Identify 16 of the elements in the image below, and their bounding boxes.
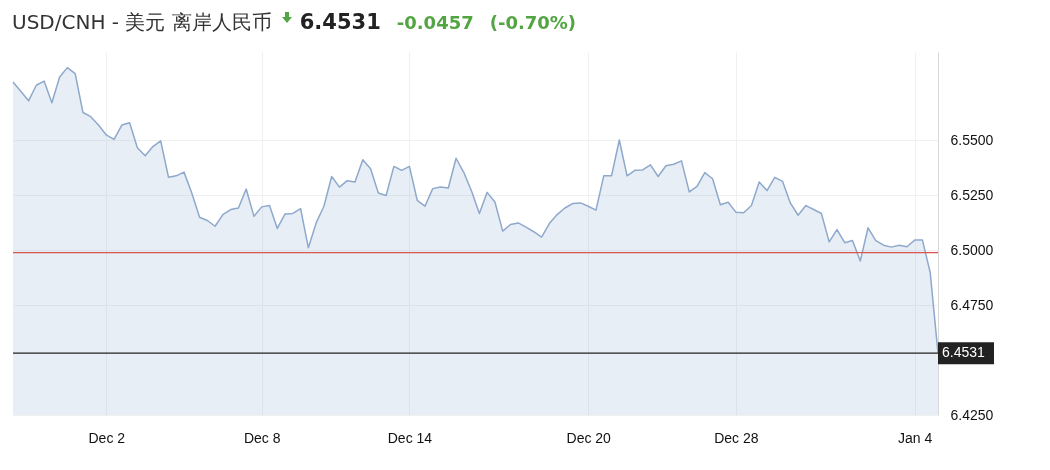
ref-line-label: 6.4531 — [942, 344, 986, 361]
x-tick-label: Jan 4 — [898, 429, 933, 446]
y-tick-label: 6.5500 — [950, 131, 994, 148]
y-tick-label: 6.4750 — [950, 296, 994, 313]
x-tick-label: Dec 8 — [243, 429, 281, 446]
x-tick-label: Dec 28 — [714, 429, 759, 446]
x-tick-label: Dec 14 — [387, 429, 433, 446]
x-tick-label: Dec 2 — [88, 429, 126, 446]
text: -0.0457 — [396, 11, 474, 33]
y-tick-label: 6.5000 — [950, 241, 994, 258]
text: 6.4531 — [299, 10, 381, 34]
x-tick-label: Dec 20 — [566, 429, 612, 446]
y-tick-label: 6.5250 — [950, 186, 994, 203]
chart-title: USD/CNH - 美元 离岸人民币 — [12, 8, 272, 36]
text: (-0.70%) — [489, 11, 577, 33]
y-tick-label: 6.4250 — [950, 406, 994, 423]
